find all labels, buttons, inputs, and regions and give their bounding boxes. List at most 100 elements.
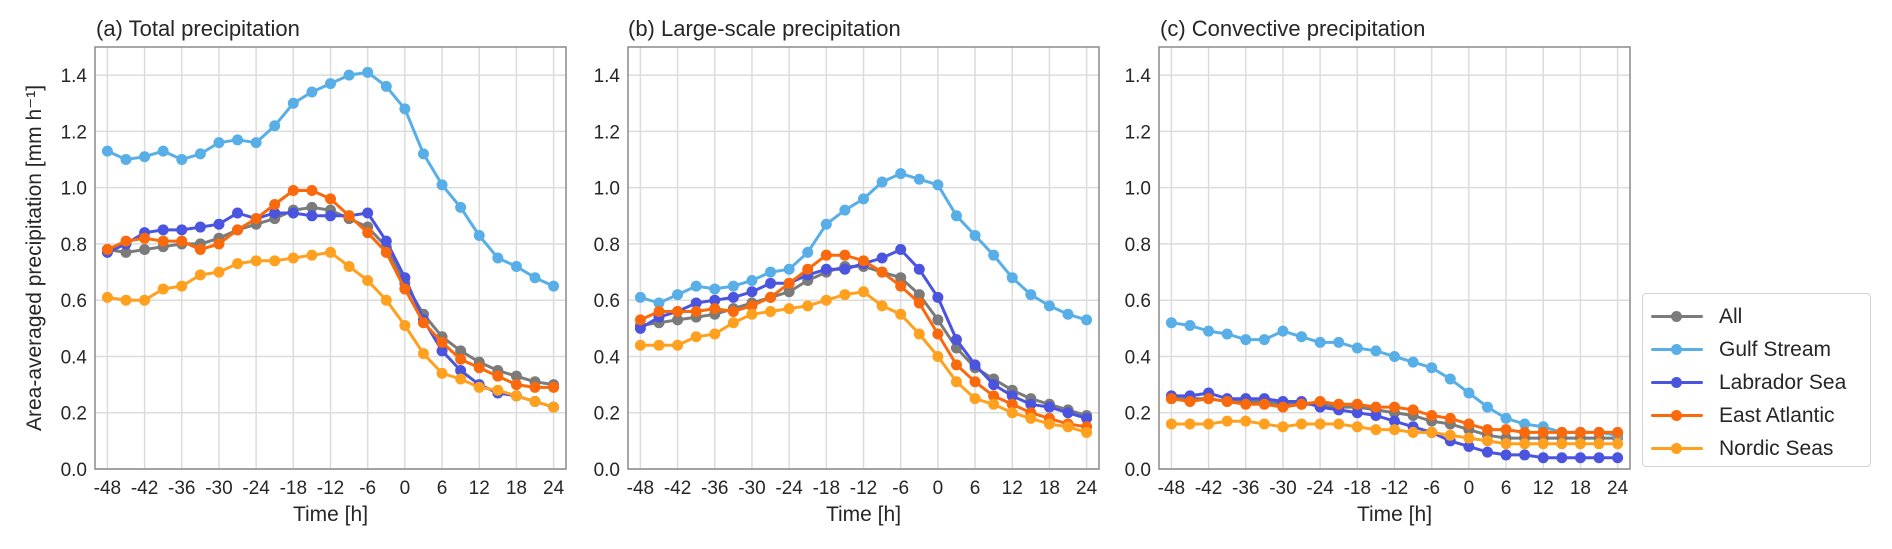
data-point-gulf-stream <box>820 218 832 230</box>
x-tick-label: -48 <box>1158 478 1185 499</box>
data-point-labrador-sea <box>436 345 448 357</box>
data-point-labrador-sea <box>634 322 646 334</box>
data-point-gulf-stream <box>1025 289 1037 301</box>
panel-b-large-scale-precipitation: (b) Large-scale precipitation -48 -42 -36-… <box>594 16 1100 526</box>
x-tick-label: -18 <box>1344 478 1371 499</box>
panel-a-title: (a) Total precipitation <box>96 16 300 41</box>
data-point-nordic-seas <box>802 300 814 312</box>
data-point-gulf-stream <box>455 201 467 213</box>
legend-swatch-all <box>1651 300 1703 333</box>
y-tick-label: 1.4 <box>594 66 621 87</box>
x-tick-label: -48 <box>627 478 654 499</box>
data-point-labrador-sea <box>325 210 336 222</box>
x-tick-label: -36 <box>168 478 195 499</box>
data-point-labrador-sea <box>690 297 702 309</box>
data-point-nordic-seas <box>653 339 665 351</box>
y-tick-label: 0.4 <box>594 347 621 368</box>
data-point-east-atlantic <box>417 317 429 329</box>
data-point-east-atlantic <box>269 199 281 211</box>
data-point-gulf-stream <box>1296 331 1308 343</box>
x-tick-label: -48 <box>94 478 121 499</box>
data-point-labrador-sea <box>727 291 739 303</box>
data-point-gulf-stream <box>690 280 702 292</box>
data-point-gulf-stream <box>306 86 318 98</box>
data-point-east-atlantic <box>1165 393 1177 405</box>
y-tick-label: 0.0 <box>1125 460 1151 481</box>
x-tick-label: 0 <box>400 478 411 499</box>
data-point-nordic-seas <box>1221 415 1233 427</box>
data-point-gulf-stream <box>1426 362 1438 374</box>
data-point-east-atlantic <box>380 246 392 258</box>
data-point-all <box>120 246 132 258</box>
data-point-nordic-seas <box>727 317 739 329</box>
data-point-nordic-seas <box>250 255 262 267</box>
data-point-east-atlantic <box>1184 395 1196 407</box>
data-point-gulf-stream <box>1165 317 1177 329</box>
x-tick-label: 12 <box>1533 478 1554 499</box>
data-point-gulf-stream <box>858 193 869 205</box>
data-point-nordic-seas <box>1481 435 1493 447</box>
data-point-east-atlantic <box>287 184 299 196</box>
data-point-labrador-sea <box>1612 452 1624 464</box>
legend-item-nordic-seas: Nordic Seas <box>1651 432 1870 465</box>
data-point-labrador-sea <box>1519 449 1531 461</box>
data-point-gulf-stream <box>969 229 981 241</box>
data-point-nordic-seas <box>1537 438 1549 450</box>
data-point-labrador-sea <box>306 210 318 222</box>
data-point-east-atlantic <box>1296 398 1308 410</box>
data-point-nordic-seas <box>1370 424 1382 436</box>
data-point-east-atlantic <box>1351 398 1363 410</box>
x-tick-label: -24 <box>1306 478 1334 499</box>
data-point-nordic-seas <box>325 246 336 258</box>
data-point-nordic-seas <box>1333 418 1345 430</box>
data-point-east-atlantic <box>1203 393 1215 405</box>
data-point-east-atlantic <box>1444 412 1456 424</box>
data-point-gulf-stream <box>548 280 560 292</box>
data-point-nordic-seas <box>194 269 206 281</box>
y-tick-label: 0.8 <box>1125 235 1151 256</box>
data-point-labrador-sea <box>709 294 721 306</box>
data-point-gulf-stream <box>895 168 907 180</box>
data-point-gulf-stream <box>510 260 522 272</box>
data-point-gulf-stream <box>1221 328 1233 340</box>
data-point-gulf-stream <box>672 289 684 301</box>
data-point-east-atlantic <box>876 266 888 278</box>
data-point-gulf-stream <box>157 145 169 157</box>
data-point-gulf-stream <box>362 66 374 78</box>
data-point-gulf-stream <box>1463 387 1475 399</box>
data-point-gulf-stream <box>436 179 448 191</box>
x-tick-label: 0 <box>933 478 944 499</box>
legend-swatch-nordic-seas <box>1651 432 1703 465</box>
data-point-east-atlantic <box>858 255 869 267</box>
data-point-nordic-seas <box>1314 418 1326 430</box>
data-point-all <box>455 345 467 357</box>
data-point-nordic-seas <box>969 393 981 405</box>
data-point-all <box>783 286 795 298</box>
x-tick-label: -36 <box>701 478 728 499</box>
data-point-east-atlantic <box>820 249 832 261</box>
data-point-labrador-sea <box>1351 407 1363 419</box>
data-point-gulf-stream <box>325 78 336 90</box>
data-point-nordic-seas <box>950 376 962 388</box>
x-tick-label: -24 <box>242 478 270 499</box>
data-point-gulf-stream <box>399 103 411 115</box>
plot-frame <box>627 46 1100 470</box>
data-point-labrador-sea <box>1062 407 1074 419</box>
y-tick-label: 1.2 <box>61 122 87 143</box>
data-point-labrador-sea <box>1463 440 1475 452</box>
data-point-east-atlantic <box>1389 401 1400 413</box>
data-point-labrador-sea <box>269 207 281 219</box>
data-point-nordic-seas <box>157 283 169 295</box>
data-point-gulf-stream <box>950 210 962 222</box>
x-axis-label: Time [h] <box>826 503 901 526</box>
data-point-nordic-seas <box>1277 421 1289 433</box>
data-point-east-atlantic <box>746 300 758 312</box>
data-point-gulf-stream <box>1389 350 1400 362</box>
series-east-atlantic <box>1165 393 1624 438</box>
data-point-gulf-stream <box>913 173 925 185</box>
series-gulf-stream <box>634 168 1093 326</box>
data-point-labrador-sea <box>969 359 981 371</box>
series-nordic-seas <box>1165 415 1624 450</box>
data-point-gulf-stream <box>1203 325 1215 337</box>
